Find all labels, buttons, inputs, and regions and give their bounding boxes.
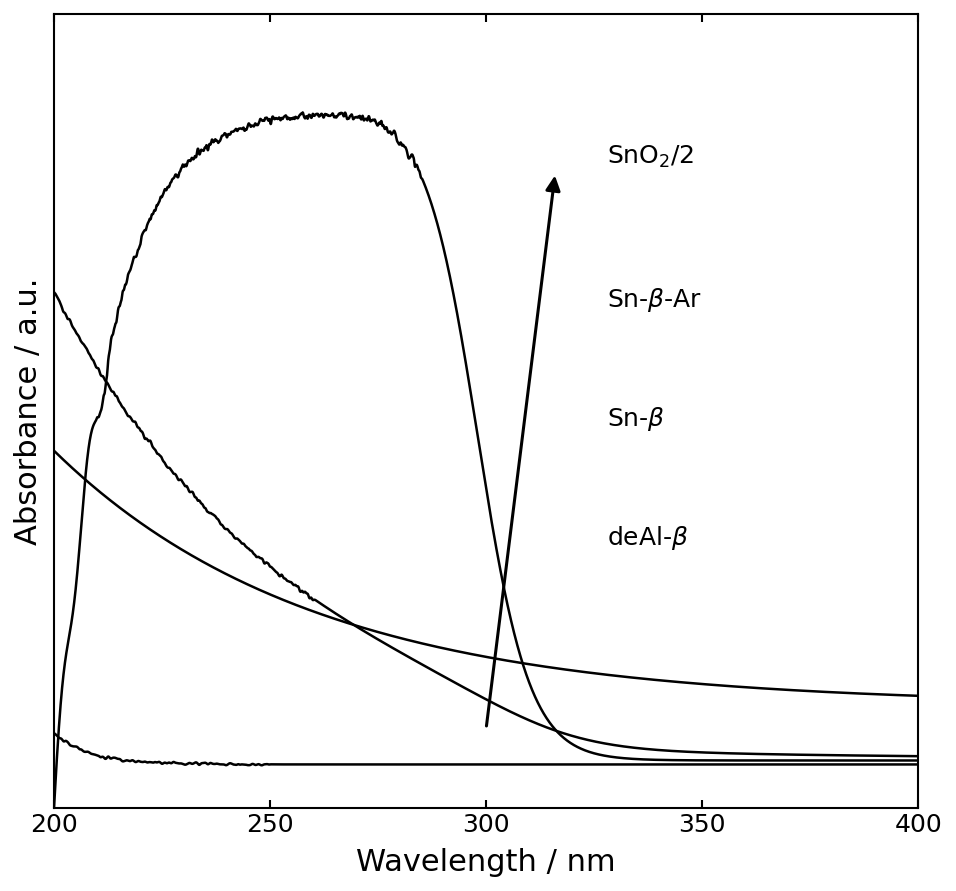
Y-axis label: Absorbance / a.u.: Absorbance / a.u.: [14, 277, 43, 544]
Text: SnO$_2$/2: SnO$_2$/2: [607, 143, 694, 170]
Text: deAl-$\beta$: deAl-$\beta$: [607, 524, 688, 552]
Text: Sn-$\beta$: Sn-$\beta$: [607, 405, 665, 433]
Text: Sn-$\beta$-Ar: Sn-$\beta$-Ar: [607, 286, 702, 314]
X-axis label: Wavelength / nm: Wavelength / nm: [357, 848, 616, 877]
